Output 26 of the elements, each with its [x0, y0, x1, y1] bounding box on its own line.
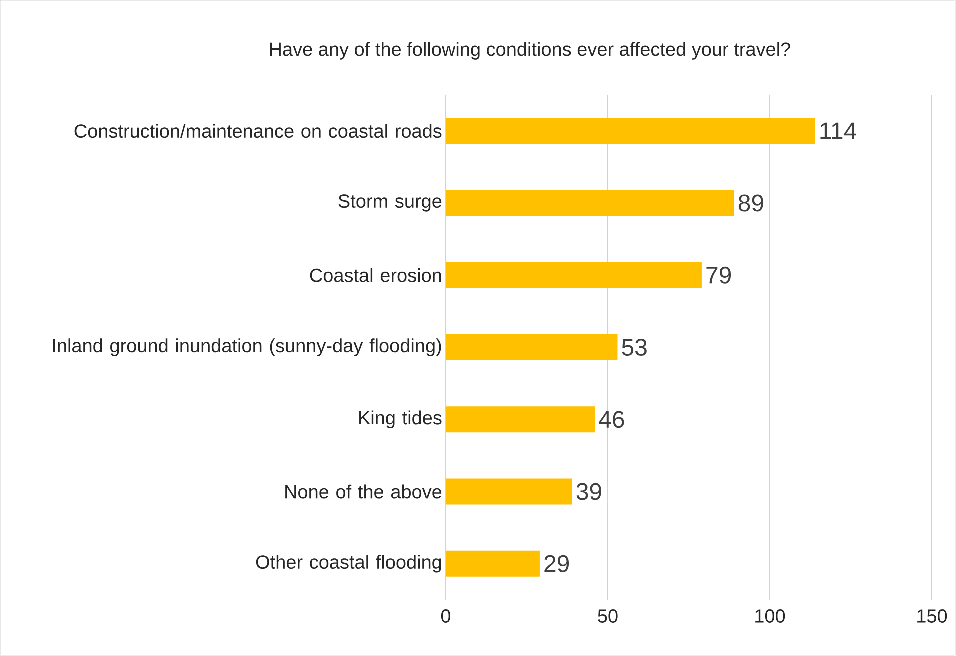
data-label: 53 — [622, 339, 647, 356]
data-label: 114 — [820, 122, 856, 140]
data-label: 29 — [544, 555, 570, 572]
x-tick-label: 150 — [918, 610, 948, 623]
bar — [446, 550, 540, 577]
y-tick-label: None of the above — [286, 484, 442, 499]
data-label: 46 — [599, 411, 624, 428]
bar — [446, 478, 572, 505]
y-tick-label: Storm surge — [338, 194, 442, 212]
bar — [446, 406, 596, 433]
x-tick-label: 100 — [756, 610, 786, 623]
x-tick-label: 50 — [598, 610, 618, 623]
y-tick-label: Other coastal flooding — [256, 555, 442, 573]
data-label: 89 — [738, 194, 764, 212]
y-tick-label: Construction/maintenance on coastal roads — [74, 124, 442, 138]
y-tick-label: King tides — [360, 410, 442, 428]
bar — [446, 190, 734, 216]
data-label: 79 — [706, 266, 732, 284]
chart-title: Have any of the following conditions ever affected your travel? — [270, 42, 790, 60]
bar — [446, 118, 816, 144]
bar — [446, 262, 702, 288]
data-label: 39 — [576, 483, 602, 500]
y-tick-label: Inland ground inundation (sunny-day flooding) — [53, 338, 442, 356]
y-tick-label: Coastal erosion — [310, 268, 442, 282]
bar — [446, 334, 618, 360]
x-tick-label: 0 — [441, 610, 451, 623]
